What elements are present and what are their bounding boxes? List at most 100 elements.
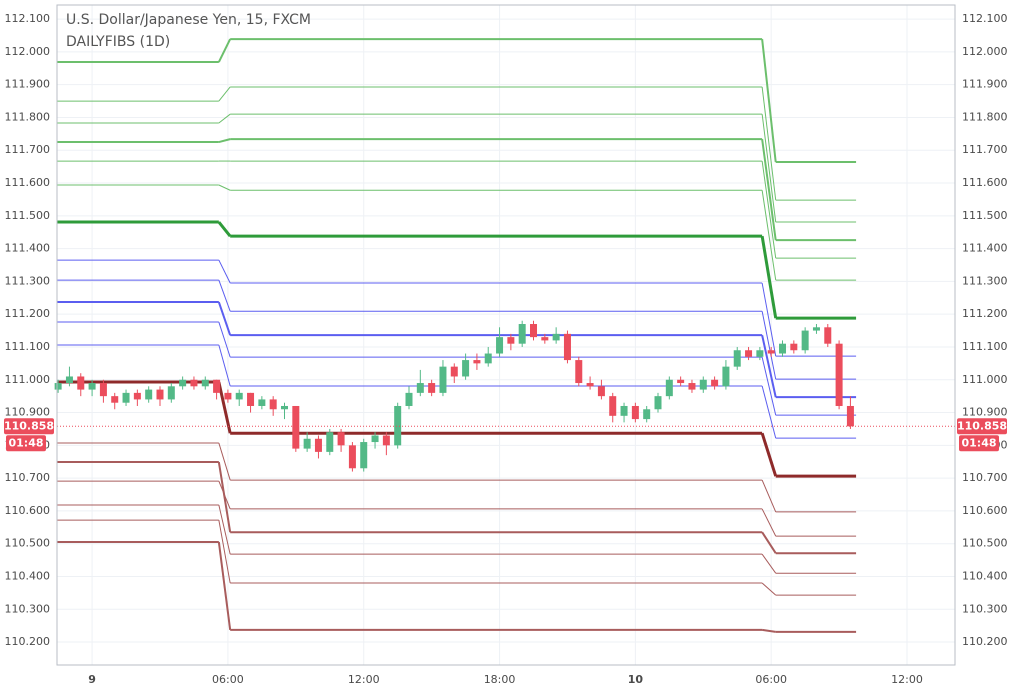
fib-transition — [761, 479, 777, 513]
candle-body — [496, 337, 504, 354]
candle-body — [665, 379, 673, 397]
fib-transition — [761, 553, 777, 574]
fib-transition — [761, 160, 777, 259]
candle-body — [314, 438, 322, 452]
candle-body — [473, 360, 481, 364]
fib-transition — [218, 344, 231, 387]
candle-body — [303, 438, 311, 449]
y-tick-label-right: 110.600 — [962, 504, 1008, 517]
plot-border — [56, 4, 956, 666]
y-tick-label-right: 111.600 — [962, 176, 1008, 189]
fib-transition — [218, 259, 231, 284]
fib-transition — [761, 282, 777, 357]
y-tick-label: 112.000 — [5, 45, 51, 58]
y-tick-label-right: 111.800 — [962, 110, 1008, 123]
candle-body — [563, 333, 571, 361]
candle-body — [609, 396, 617, 416]
candle-body — [745, 350, 753, 357]
last-price-box-left — [4, 418, 54, 435]
fib-transition — [760, 432, 778, 477]
fib-transition — [761, 628, 776, 633]
candles — [54, 320, 955, 472]
x-tick-label: 12:00 — [891, 673, 923, 686]
candle-body — [586, 383, 594, 387]
fib-transition — [218, 321, 231, 358]
y-tick-label: 110.600 — [5, 504, 51, 517]
x-tick-label: 12:00 — [348, 673, 380, 686]
y-tick-label-right: 110.500 — [962, 537, 1008, 550]
candle-body — [99, 383, 107, 397]
candle-body — [179, 379, 187, 387]
candle-body — [450, 366, 458, 377]
candle-body — [190, 379, 198, 387]
candle-body — [677, 379, 685, 384]
y-tick-label-right: 110.400 — [962, 569, 1008, 582]
candle-body — [597, 386, 605, 397]
candle-body — [167, 386, 175, 400]
y-tick-label: 111.500 — [5, 209, 51, 222]
candle-body — [111, 396, 119, 403]
candle-body — [699, 379, 707, 390]
candle-body — [360, 442, 368, 469]
fib-transition — [760, 235, 778, 319]
fib-transition — [761, 508, 777, 537]
candle-body — [801, 330, 809, 351]
x-tick-label: 10 — [628, 673, 644, 686]
candle-body — [88, 383, 96, 390]
candle-body — [247, 392, 255, 406]
axes: 110.200 110.200 110.300 110.300 110.400 110.4… — [4, 12, 1008, 686]
fib-transition — [218, 113, 231, 124]
candle-body — [530, 324, 538, 338]
candle-body — [722, 366, 730, 387]
fib-transition — [761, 531, 777, 554]
candle-body — [224, 392, 232, 400]
candle-body — [133, 392, 141, 400]
y-tick-label-right: 111.900 — [962, 78, 1008, 91]
fib-transition — [761, 190, 777, 281]
candle-body — [835, 343, 843, 406]
fib-transition — [761, 357, 777, 416]
candle-body — [122, 392, 130, 403]
fib-transition — [761, 311, 777, 380]
y-tick-label: 111.900 — [5, 78, 51, 91]
candle-body — [756, 350, 764, 357]
candle-body — [462, 360, 470, 377]
x-tick-label: 9 — [88, 673, 96, 686]
candle-body — [54, 383, 62, 390]
y-tick-label: 111.000 — [5, 373, 51, 386]
fib-transition — [761, 114, 777, 223]
last-price-label-right: 110.858 — [957, 419, 1007, 432]
fib-transition — [217, 301, 232, 336]
y-tick-label: 111.200 — [5, 307, 51, 320]
candle-body — [824, 327, 832, 344]
y-tick-label-right: 110.700 — [962, 471, 1008, 484]
fib-transition — [761, 138, 777, 241]
chart-title: U.S. Dollar/Japanese Yen, 15, FXCM — [66, 12, 311, 28]
last-price-box-right — [957, 418, 1007, 435]
candle-body — [733, 350, 741, 367]
countdown-label-right: 01:48 — [961, 436, 996, 449]
candle-body — [235, 392, 243, 400]
y-tick-label: 112.100 — [5, 12, 51, 25]
candle-body — [643, 409, 651, 420]
y-tick-label: 111.400 — [5, 242, 51, 255]
y-tick-label-right: 110.200 — [962, 635, 1008, 648]
candle-body — [405, 392, 413, 406]
candle-body — [790, 343, 798, 351]
candle-body — [439, 366, 447, 393]
candle-body — [382, 435, 390, 446]
fib-transition — [761, 334, 777, 398]
y-tick-label: 110.500 — [5, 537, 51, 550]
candle-body — [201, 379, 209, 387]
candle-body — [65, 376, 73, 384]
candle-body — [552, 333, 560, 341]
x-tick-label: 18:00 — [484, 673, 516, 686]
fib-transition — [218, 279, 231, 312]
candle-body — [575, 360, 583, 384]
fib-transition — [761, 582, 777, 596]
fib-transition — [761, 385, 777, 439]
fib-transition — [218, 138, 231, 144]
y-tick-label-right: 111.400 — [962, 242, 1008, 255]
y-tick-label: 111.800 — [5, 110, 51, 123]
